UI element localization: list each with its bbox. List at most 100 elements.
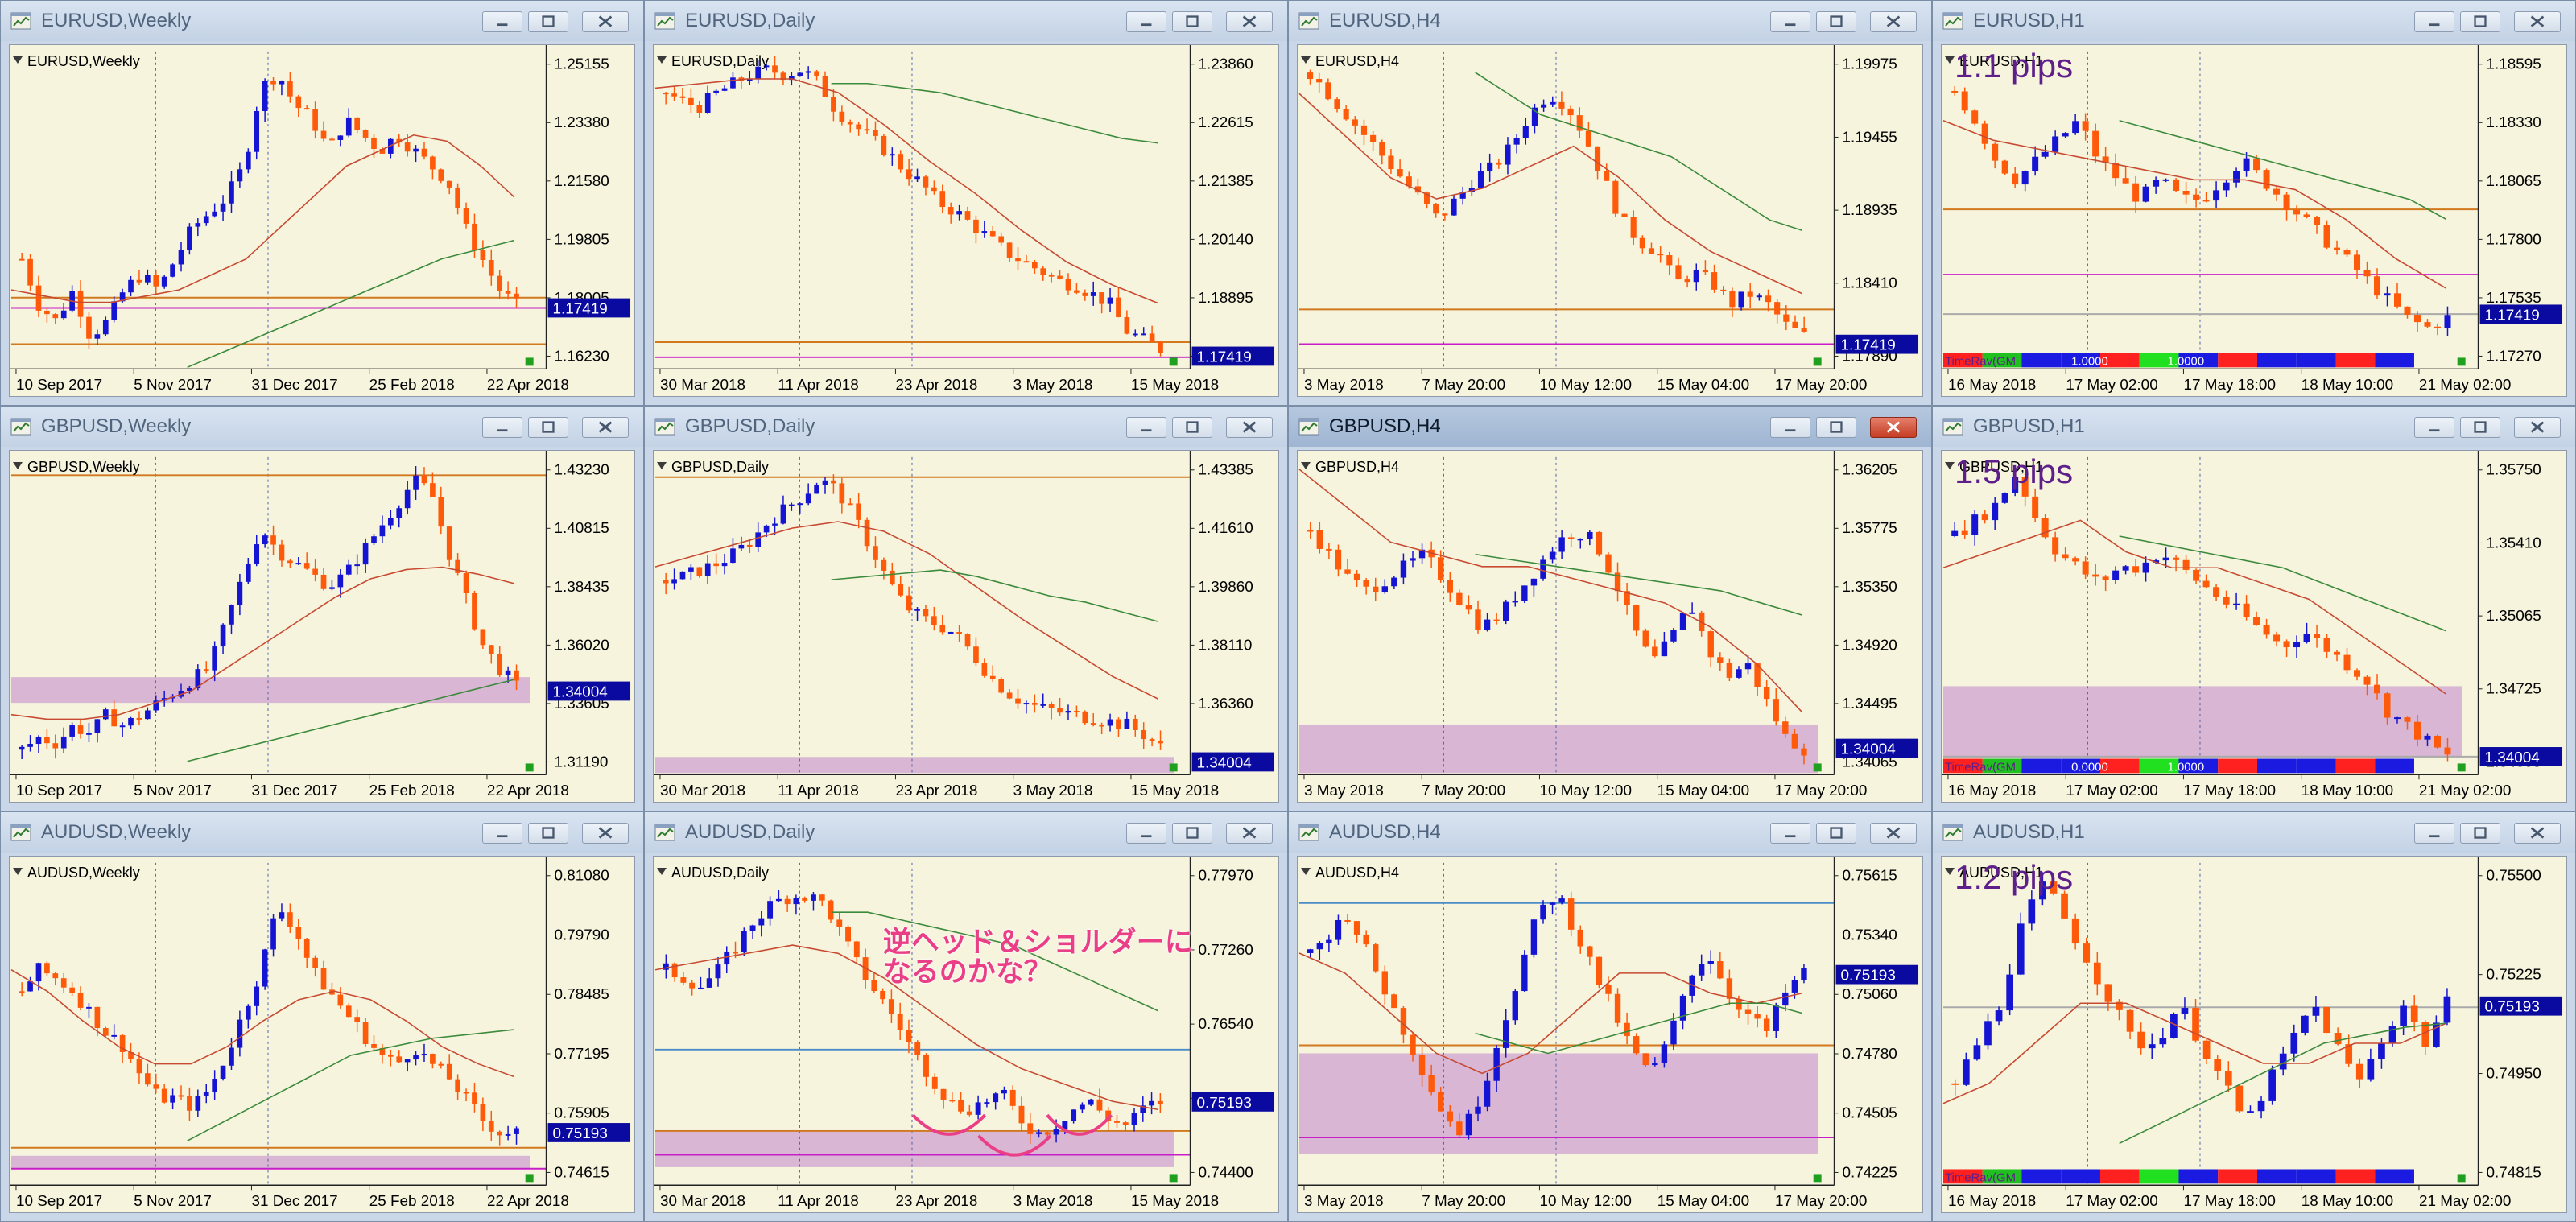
- maximize-button[interactable]: [1172, 417, 1212, 438]
- triangle-down-icon[interactable]: [1945, 868, 1955, 875]
- chart-window-audusd-daily[interactable]: AUDUSD,Daily0.779700.772600.765400.75830…: [644, 811, 1288, 1222]
- maximize-button[interactable]: [1816, 823, 1856, 844]
- chart-window-eurusd-h1[interactable]: EURUSD,H1 1.18595 1.18330 1.18065 1.17800 1.1…: [1932, 0, 2576, 406]
- window-titlebar[interactable]: AUDUSD,H4: [1289, 812, 1931, 853]
- candle: [1585, 121, 1591, 148]
- support-zone: [1298, 724, 1818, 774]
- close-button[interactable]: [1226, 417, 1273, 438]
- indicator-segment: [1982, 758, 2022, 774]
- chart-window-audusd-h4[interactable]: AUDUSD,H4 0.75615 0.75340 0.75060 0.74780 0.7…: [1288, 811, 1932, 1222]
- candle: [923, 605, 929, 622]
- triangle-down-icon[interactable]: [1301, 868, 1311, 875]
- window-titlebar[interactable]: AUDUSD,Daily: [645, 812, 1287, 853]
- maximize-button[interactable]: [2460, 417, 2500, 438]
- close-button[interactable]: [2514, 417, 2561, 438]
- window-titlebar[interactable]: EURUSD,H1: [1933, 1, 2575, 41]
- maximize-button[interactable]: [1816, 11, 1856, 32]
- candle: [1397, 159, 1403, 178]
- triangle-down-icon[interactable]: [1945, 56, 1955, 64]
- close-button[interactable]: [1870, 823, 1917, 844]
- close-button[interactable]: [2514, 11, 2561, 32]
- window-title: GBPUSD,Daily: [685, 415, 815, 437]
- minimize-button[interactable]: [1126, 417, 1166, 438]
- candle: [671, 568, 677, 590]
- minimize-button[interactable]: [2414, 823, 2454, 844]
- triangle-down-icon[interactable]: [1945, 462, 1955, 469]
- chart-window-eurusd-h4[interactable]: EURUSD,H4 1.19975 1.19455 1.18935 1.18410 1.1…: [1288, 0, 1932, 406]
- chart-area[interactable]: 1.25155 1.23380 1.21580 1.19805 1.18005 1.162…: [9, 44, 635, 397]
- maximize-button[interactable]: [528, 417, 568, 438]
- candle: [1090, 281, 1096, 306]
- minimize-button[interactable]: [1126, 11, 1166, 32]
- close-button[interactable]: [1226, 11, 1273, 32]
- maximize-button[interactable]: [1172, 823, 1212, 844]
- minimize-button[interactable]: [1126, 823, 1166, 844]
- triangle-down-icon[interactable]: [13, 462, 23, 469]
- maximize-button[interactable]: [1172, 11, 1212, 32]
- triangle-down-icon[interactable]: [13, 56, 23, 64]
- chart-window-eurusd-weekly[interactable]: EURUSD,Weekly 1.25155 1.23380 1.21580 1.1980…: [0, 0, 644, 406]
- close-button[interactable]: [2514, 823, 2561, 844]
- chart-area[interactable]: 1.43230 1.40815 1.38435 1.36020 1.33605 1.311…: [9, 450, 635, 803]
- close-button[interactable]: [1226, 823, 1273, 844]
- minimize-button[interactable]: [482, 823, 522, 844]
- close-button[interactable]: [1870, 11, 1917, 32]
- chart-area[interactable]: 0.75615 0.75340 0.75060 0.74780 0.74505 0.742…: [1297, 856, 1923, 1213]
- maximize-button[interactable]: [1816, 417, 1856, 438]
- minimize-button[interactable]: [2414, 417, 2454, 438]
- chart-area[interactable]: 1.238601.226151.213851.201401.188951.176…: [653, 44, 1279, 397]
- chart-area[interactable]: 1.36205 1.35775 1.35350 1.34920 1.34495 1.340…: [1297, 450, 1923, 803]
- close-button[interactable]: [582, 417, 629, 438]
- price-tick-label: 1.23860: [1199, 56, 1253, 72]
- window-titlebar[interactable]: GBPUSD,H1: [1933, 407, 2575, 447]
- close-button[interactable]: [1870, 417, 1917, 438]
- chart-area[interactable]: 1.357501.354101.350651.347251.343851.340…: [1941, 450, 2567, 803]
- minimize-button[interactable]: [1770, 417, 1810, 438]
- window-titlebar[interactable]: AUDUSD,H1: [1933, 812, 2575, 853]
- triangle-down-icon[interactable]: [657, 868, 667, 875]
- triangle-down-icon[interactable]: [657, 462, 667, 469]
- chart-area[interactable]: 0.779700.772600.765400.758300.744000.751…: [653, 856, 1279, 1213]
- triangle-down-icon[interactable]: [13, 868, 23, 875]
- minimize-button[interactable]: [482, 417, 522, 438]
- close-button[interactable]: [582, 11, 629, 32]
- chart-area[interactable]: 1.19975 1.19455 1.18935 1.18410 1.17890 1.174…: [1297, 44, 1923, 397]
- triangle-down-icon[interactable]: [1301, 462, 1311, 469]
- chart-window-eurusd-daily[interactable]: EURUSD,Daily 1.23860 1.22615 1.21385 1.20140…: [644, 0, 1288, 406]
- chart-window-audusd-h1[interactable]: AUDUSD,H1 0.75500 0.75225 0.74950 0.74815 0.7…: [1932, 811, 2576, 1222]
- chart-area[interactable]: 1.18595 1.18330 1.18065 1.17800 1.17535 1.172…: [1941, 44, 2567, 397]
- triangle-down-icon[interactable]: [657, 56, 667, 64]
- candle: [245, 558, 251, 584]
- maximize-button[interactable]: [2460, 11, 2500, 32]
- minimize-button[interactable]: [1770, 11, 1810, 32]
- chart-window-gbpusd-h1[interactable]: GBPUSD,H1 1.35750 1.35410 1.35065 1.34725 1.3…: [1932, 406, 2576, 811]
- maximize-button[interactable]: [2460, 823, 2500, 844]
- chart-window-gbpusd-weekly[interactable]: GBPUSD,Weekly 1.43230 1.40815 1.38435 1.3602…: [0, 406, 644, 811]
- window-titlebar[interactable]: GBPUSD,Weekly: [1, 407, 643, 447]
- chart-area[interactable]: 0.75500 0.75225 0.74950 0.74815 0.75193 16 Ma…: [1941, 856, 2567, 1213]
- chart-area[interactable]: 0.81080 0.79790 0.78485 0.77195 0.75905 0.746…: [9, 856, 635, 1213]
- window-titlebar[interactable]: AUDUSD,Weekly: [1, 812, 643, 853]
- moving-average-slow: [1475, 1002, 1802, 1055]
- maximize-button[interactable]: [528, 11, 568, 32]
- candle: [1023, 700, 1030, 714]
- price-tick-label: 1.34495: [1843, 695, 1897, 712]
- close-button[interactable]: [582, 823, 629, 844]
- chart-window-audusd-weekly[interactable]: AUDUSD,Weekly 0.81080 0.79790 0.78485 0.7719…: [0, 811, 644, 1222]
- window-titlebar[interactable]: GBPUSD,Daily: [645, 407, 1287, 447]
- window-titlebar[interactable]: GBPUSD,H4: [1289, 407, 1931, 447]
- minimize-button[interactable]: [482, 11, 522, 32]
- window-titlebar[interactable]: EURUSD,H4: [1289, 1, 1931, 41]
- candle: [1558, 530, 1565, 559]
- chart-window-gbpusd-h4[interactable]: GBPUSD,H4 1.36205 1.35775 1.35350 1.34920 1.3…: [1288, 406, 1932, 811]
- maximize-button[interactable]: [528, 823, 568, 844]
- triangle-down-icon[interactable]: [1301, 56, 1311, 64]
- window-titlebar[interactable]: EURUSD,Daily: [645, 1, 1287, 41]
- window-titlebar[interactable]: EURUSD,Weekly: [1, 1, 643, 41]
- candle: [805, 66, 811, 80]
- chart-area[interactable]: 1.433851.416101.398601.381101.363601.345…: [653, 450, 1279, 803]
- minimize-button[interactable]: [1770, 823, 1810, 844]
- candle: [2444, 306, 2451, 336]
- chart-window-gbpusd-daily[interactable]: GBPUSD,Daily 1.43385 1.41610 1.39860 1.38110…: [644, 406, 1288, 811]
- minimize-button[interactable]: [2414, 11, 2454, 32]
